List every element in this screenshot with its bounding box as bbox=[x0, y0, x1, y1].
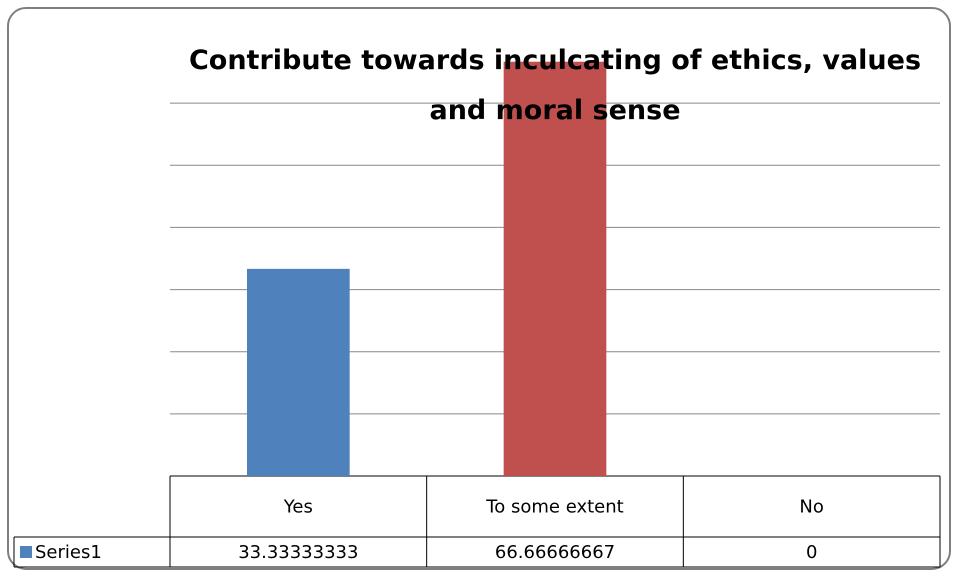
bar bbox=[503, 61, 607, 476]
x-tick-label: Yes bbox=[283, 497, 313, 518]
table-value: 66.66666667 bbox=[495, 542, 615, 563]
legend-label: Series1 bbox=[35, 542, 102, 563]
legend-swatch bbox=[20, 546, 32, 558]
chart-border bbox=[7, 7, 951, 570]
table-value: 0 bbox=[806, 542, 817, 563]
x-tick-label: No bbox=[799, 497, 823, 518]
table-value: 33.33333333 bbox=[238, 542, 358, 563]
chart-title: Contribute towards inculcating of ethics… bbox=[188, 45, 922, 126]
x-tick-label: To some extent bbox=[485, 497, 623, 518]
bar bbox=[247, 268, 350, 476]
